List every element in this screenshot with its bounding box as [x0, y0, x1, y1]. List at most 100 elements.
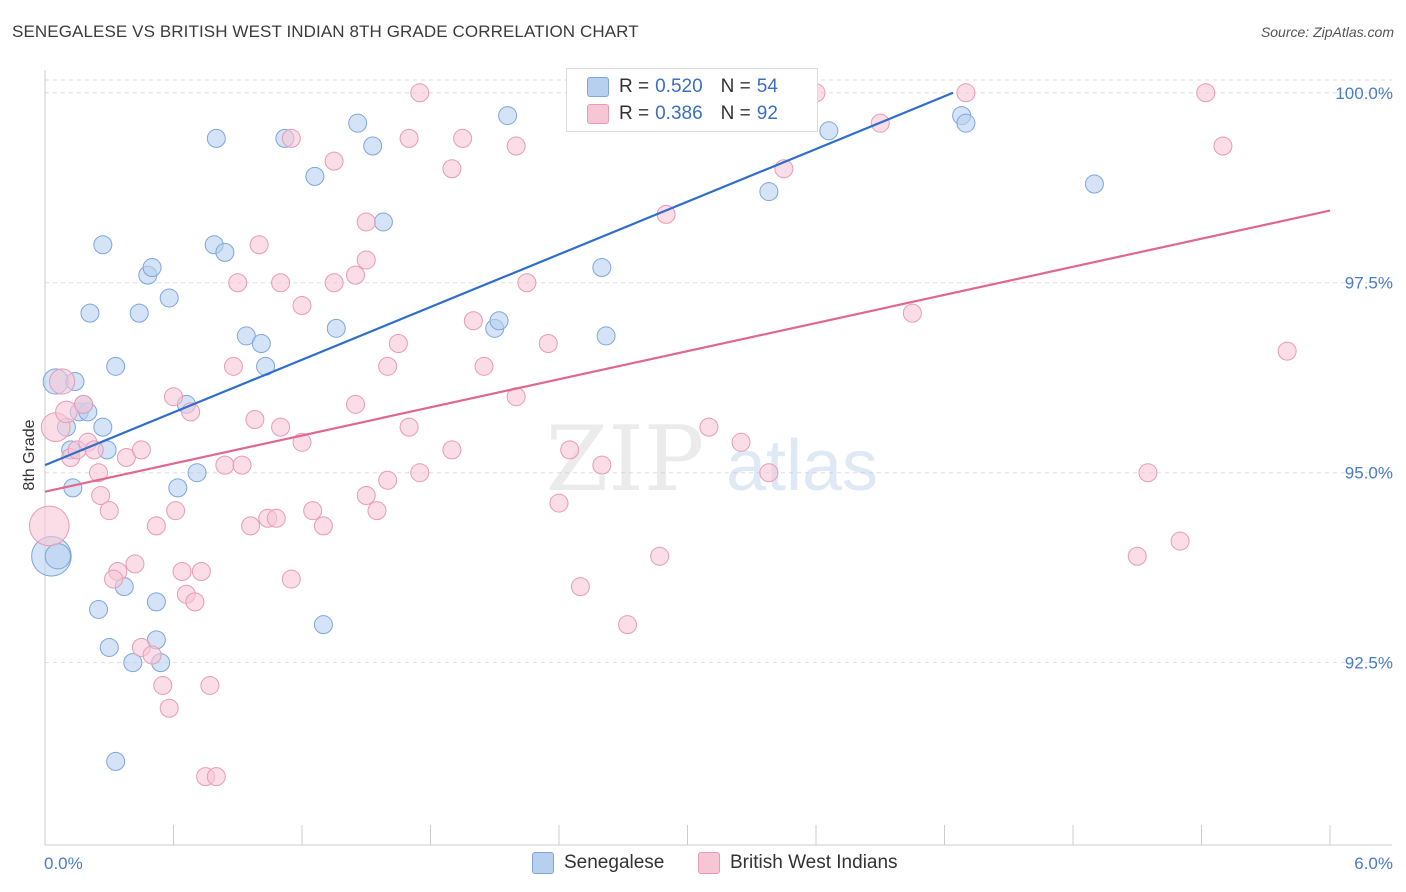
senegalese-point [187, 463, 207, 483]
bwi-point [55, 400, 78, 424]
senegalese-point [596, 326, 616, 346]
series-british-west-indians [28, 83, 1297, 787]
bwi-point [453, 128, 473, 148]
bwi-point [442, 440, 462, 460]
bwi-point [28, 505, 70, 547]
bwi-point [346, 265, 366, 285]
watermark-zip: ZIP [546, 407, 705, 512]
bwi-point [99, 501, 119, 521]
bwi-point [378, 356, 398, 376]
senegalese-point [1084, 174, 1104, 194]
senegalese-point [146, 592, 166, 612]
bwi-point [232, 455, 252, 475]
bwi-point [410, 463, 430, 483]
bwi-point [74, 394, 94, 414]
bwi-point [206, 767, 226, 787]
bwi-point [131, 440, 151, 460]
x-tick-label: 6.0% [1354, 854, 1393, 873]
y-tick-label: 100.0% [1335, 84, 1393, 103]
senegalese-point [129, 303, 149, 323]
senegalese-point [489, 311, 509, 331]
bottom-legend-label-senegalese: Senegalese [564, 852, 665, 873]
senegalese-point [89, 599, 109, 619]
bwi-point [650, 546, 670, 566]
bwi-point [902, 303, 922, 323]
bwi-point [549, 493, 569, 513]
bwi-point [1213, 136, 1233, 156]
bwi-point [570, 577, 590, 597]
watermark: ZIP atlas [546, 407, 878, 512]
bwi-point [378, 470, 398, 490]
y-tick-label: 92.5% [1345, 654, 1393, 673]
grid-lines [45, 79, 1392, 664]
bwi-point [442, 159, 462, 179]
bwi-point [215, 455, 235, 475]
bwi-point [1277, 341, 1297, 361]
legend-r-label: R = [619, 103, 650, 124]
correlation-legend: R = 0.520 N = 54 R = 0.386 N = 92 [566, 68, 818, 132]
bwi-point [313, 516, 333, 536]
tick-labels: 92.5% 95.0% 97.5% 100.0% 0.0% 6.0% [44, 84, 1393, 873]
legend-swatch-pink [587, 104, 609, 124]
y-axis-label: 8th Grade [21, 419, 38, 490]
bwi-trend-line [44, 209, 1331, 493]
bwi-point [699, 417, 719, 437]
bwi-point [324, 151, 344, 171]
senegalese-point [106, 751, 126, 771]
legend-n-label: N = [720, 103, 751, 124]
bottom-legend-label-bwi: British West Indians [730, 852, 898, 873]
bwi-point [245, 410, 265, 430]
bwi-point [463, 311, 483, 331]
senegalese-point [498, 106, 518, 126]
senegalese-point [142, 258, 162, 278]
axes [44, 70, 1392, 846]
bwi-point [956, 83, 976, 103]
legend-n-value: 54 [756, 76, 778, 97]
bwi-point [146, 516, 166, 536]
legend-n-value: 92 [756, 103, 778, 124]
senegalese-point [106, 356, 126, 376]
bwi-point [281, 128, 301, 148]
senegalese-point [305, 166, 325, 186]
bwi-point [1170, 531, 1190, 551]
bottom-legend-swatch-pink [698, 852, 720, 874]
bwi-point [91, 485, 111, 505]
bwi-point [281, 569, 301, 589]
trend-lines [44, 91, 1331, 493]
senegalese-point [326, 318, 346, 338]
senegalese-point [313, 615, 333, 635]
bwi-point [153, 675, 173, 695]
senegalese-point [592, 258, 612, 278]
senegalese-point [93, 417, 113, 437]
bwi-point [399, 128, 419, 148]
bottom-legend-senegalese: Senegalese [532, 852, 664, 874]
legend-swatch-blue [587, 77, 609, 97]
x-tick-label: 0.0% [44, 854, 83, 873]
bwi-point [166, 501, 186, 521]
senegalese-point [168, 478, 188, 498]
series-senegalese [31, 106, 1104, 771]
bwi-point [388, 334, 408, 354]
senegalese-point [373, 212, 393, 232]
bwi-point [346, 394, 366, 414]
bwi-point [356, 250, 376, 270]
bwi-point [399, 417, 419, 437]
bottom-legend-bwi: British West Indians [698, 852, 898, 874]
bwi-point [271, 273, 291, 293]
bwi-point [592, 455, 612, 475]
y-tick-label: 95.0% [1345, 464, 1393, 483]
senegalese-trend-line [44, 91, 954, 467]
senegalese-point [363, 136, 383, 156]
chart-title: SENEGALESE VS BRITISH WEST INDIAN 8TH GR… [12, 22, 639, 41]
senegalese-point [44, 543, 71, 570]
bwi-point [159, 698, 179, 718]
senegalese-point [93, 235, 113, 255]
senegalese-point [215, 242, 235, 262]
bwi-point [759, 463, 779, 483]
bwi-point [89, 463, 109, 483]
senegalese-point [819, 121, 839, 141]
bwi-point [125, 554, 145, 574]
bwi-point [538, 334, 558, 354]
bwi-point [172, 561, 192, 581]
bwi-point [164, 387, 183, 407]
